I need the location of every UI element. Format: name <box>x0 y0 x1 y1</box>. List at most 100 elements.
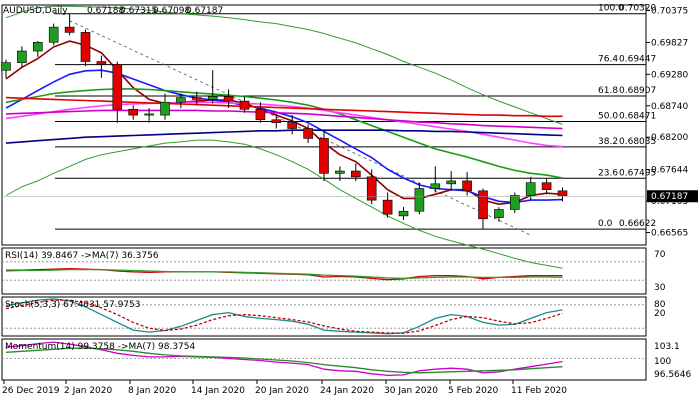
indicator-tick-label: 103.1 <box>654 342 680 352</box>
price-axis: 0.70375 0.69827 0.69280 0.68740 0.68200 0.676… <box>2 7 698 238</box>
candle-body <box>509 195 520 210</box>
price-tick-label: 0.70375 <box>651 7 688 17</box>
candle-body <box>525 182 536 196</box>
moving-average-line <box>5 69 563 204</box>
panel-frames <box>1 4 647 381</box>
indicator-tick-label: 20 <box>654 309 666 319</box>
date-tick-label: 30 Jan 2020 <box>384 386 438 396</box>
price-tick-label: 0.67644 <box>651 166 688 176</box>
indicator-panel-frame <box>1 296 647 337</box>
moving-averages <box>5 5 563 269</box>
candle-body <box>32 41 43 52</box>
date-tick-label: 11 Feb 2020 <box>511 386 567 396</box>
price-tick-label: 0.66565 <box>651 228 688 238</box>
indicator-legend: Momentum(14) 99.3758 ->MA(7) 98.3754 <box>5 342 196 352</box>
fibonacci-ratio-label: 38.2 <box>598 137 618 147</box>
fibonacci-ratio-label: 76.4 <box>598 55 618 65</box>
fibonacci-ratio-label: 61.8 <box>598 86 618 96</box>
date-tick-label: 14 Jan 2020 <box>191 386 245 396</box>
candle-body <box>160 101 170 116</box>
date-tick-label: 24 Jan 2020 <box>320 386 374 396</box>
candle-body <box>414 188 425 212</box>
fibonacci-ratio-label: 50.0 <box>598 111 618 121</box>
fibonacci-ratio-label: 0.0 <box>598 219 613 229</box>
moving-average-line <box>5 101 563 148</box>
bollinger-lower-line <box>5 139 563 269</box>
candle-body <box>48 26 59 43</box>
candle-body <box>207 96 218 100</box>
ohlc-close: 0.67187 <box>186 6 223 16</box>
candle-body <box>96 61 107 65</box>
trend-channel-line <box>69 20 531 236</box>
moving-average-line <box>5 88 563 179</box>
current-price-box <box>647 190 698 203</box>
fibonacci-price-label: 0.67495 <box>619 168 656 178</box>
date-tick-label: 20 Jan 2020 <box>255 386 309 396</box>
candle-body <box>430 183 441 189</box>
candle-body <box>335 170 345 174</box>
indicator-tick-label: 70 <box>654 250 666 260</box>
moving-average-line <box>5 96 563 118</box>
candle-body <box>128 108 138 116</box>
price-tick-label: 0.69280 <box>651 70 688 80</box>
candle-body <box>382 199 393 215</box>
indicator-line <box>5 341 563 377</box>
candle-body <box>80 32 91 62</box>
candle-body <box>1 62 11 71</box>
candle-body <box>64 26 75 33</box>
ohlc-high: 0.67315 <box>120 6 157 16</box>
bollinger-upper-line <box>5 5 563 125</box>
candle-body <box>462 180 472 192</box>
ohlc-low: 0.67098 <box>153 6 190 16</box>
indicator-legend: Stoch(5,3,3) 67.4031 57.9753 <box>5 300 140 310</box>
indicator-tick-label: 100 <box>654 357 671 367</box>
date-axis: 26 Dec 2019 2 Jan 2020 8 Jan 2020 14 Jan 20… <box>2 380 567 396</box>
indicator-line <box>5 299 563 334</box>
candle-body <box>112 64 123 110</box>
indicator-line <box>5 347 563 374</box>
current-price-label: 0.67187 <box>651 192 688 202</box>
indicator-panel-frame <box>1 247 647 295</box>
indicator-tick-label: 96.5646 <box>654 370 691 380</box>
indicator-line <box>5 268 563 280</box>
fibonacci-price-label: 0.70320 <box>619 4 656 14</box>
chart-header: AUDUSD,Daily 0.67188 0.67315 0.67098 0.6… <box>3 6 223 16</box>
main-panel-frame <box>1 4 647 246</box>
candle-body <box>319 138 329 174</box>
candle-body <box>557 190 568 197</box>
candle-body <box>398 210 409 217</box>
moving-average-line <box>5 109 563 130</box>
candle-body <box>287 122 298 129</box>
indicator-legend: RSI(14) 39.8467 ->MA(7) 36.3756 <box>5 251 159 261</box>
candle-body <box>541 182 552 190</box>
candle-body <box>223 96 234 102</box>
moving-average-line <box>5 40 563 206</box>
ohlc-open: 0.67188 <box>87 6 124 16</box>
fibonacci-price-label: 0.69447 <box>619 55 656 65</box>
indicator-panels: RSI(14) 39.8467 ->MA(7) 36.3756 70 30 Stoch… <box>2 250 691 380</box>
candle-body <box>271 119 282 123</box>
fibonacci-price-label: 0.68907 <box>619 86 656 96</box>
candle-body <box>350 170 361 178</box>
price-tick-label: 0.68200 <box>651 133 688 143</box>
fibonacci-ratio-label: 23.6 <box>598 168 618 178</box>
candle-body <box>303 128 313 139</box>
candle-body <box>192 97 202 100</box>
candle-body <box>176 97 186 103</box>
candle-body <box>255 108 266 121</box>
fibonacci-price-label: 0.68035 <box>619 137 656 147</box>
symbol-label: AUDUSD,Daily <box>3 6 68 16</box>
candle-body <box>144 113 154 116</box>
date-tick-label: 2 Jan 2020 <box>64 386 112 396</box>
indicator-tick-label: 80 <box>654 300 666 310</box>
indicator-line <box>5 298 563 335</box>
candle-body <box>478 190 488 220</box>
candle-body <box>494 209 504 218</box>
candle-body <box>446 180 457 185</box>
date-tick-label: 5 Feb 2020 <box>448 386 499 396</box>
date-tick-label: 8 Jan 2020 <box>128 386 176 396</box>
indicator-panel-frame <box>1 338 647 381</box>
candlesticks <box>1 13 568 230</box>
